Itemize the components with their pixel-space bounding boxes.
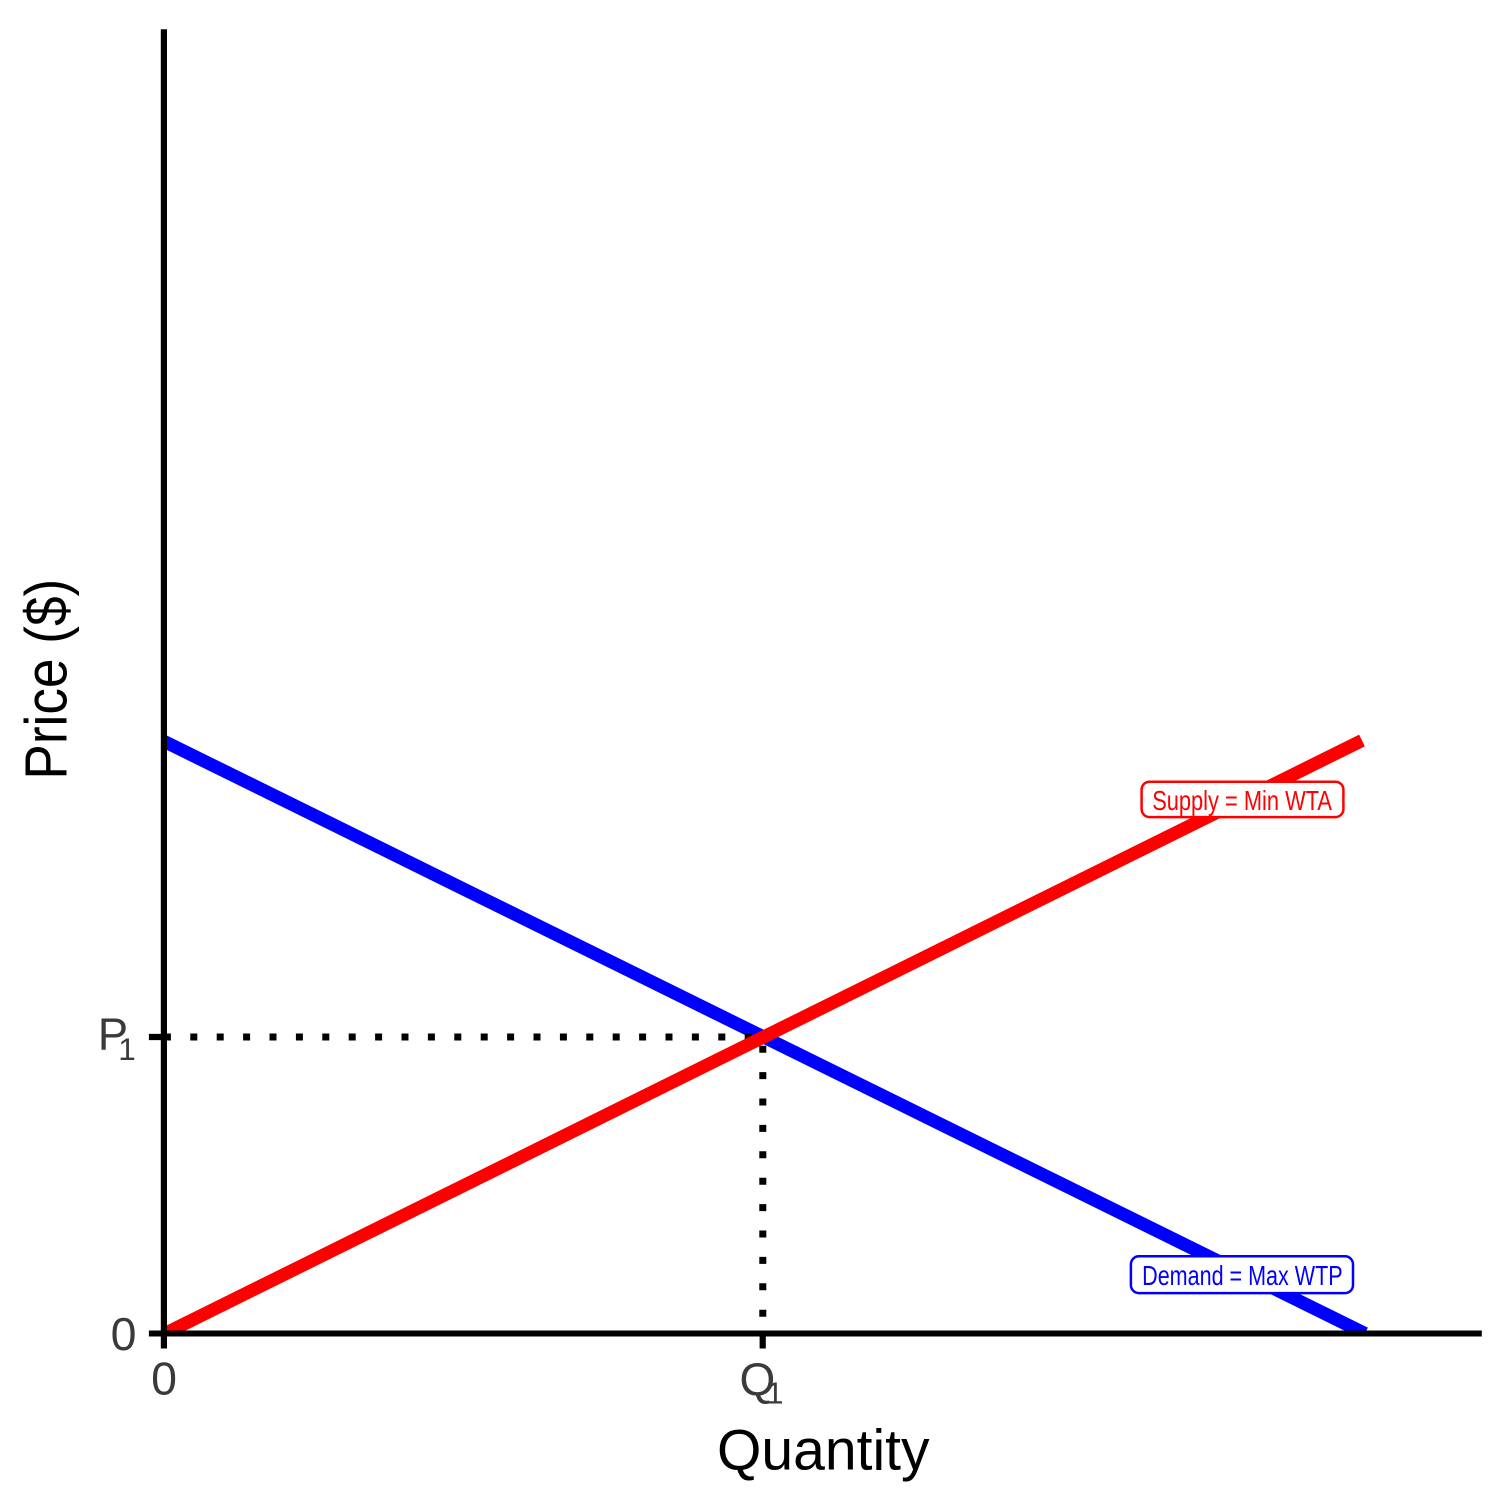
svg-text:1: 1 bbox=[118, 1031, 136, 1067]
svg-text:Q: Q bbox=[740, 1353, 776, 1405]
svg-text:0: 0 bbox=[111, 1308, 137, 1360]
svg-text:0: 0 bbox=[151, 1352, 177, 1404]
svg-text:Supply = Min WTA: Supply = Min WTA bbox=[1152, 785, 1332, 816]
svg-text:Demand = Max WTP: Demand = Max WTP bbox=[1142, 1260, 1343, 1291]
svg-text:Quantity: Quantity bbox=[717, 1418, 930, 1482]
svg-text:P: P bbox=[98, 1009, 128, 1060]
svg-text:1: 1 bbox=[766, 1376, 783, 1411]
svg-text:Price ($): Price ($) bbox=[14, 579, 80, 780]
